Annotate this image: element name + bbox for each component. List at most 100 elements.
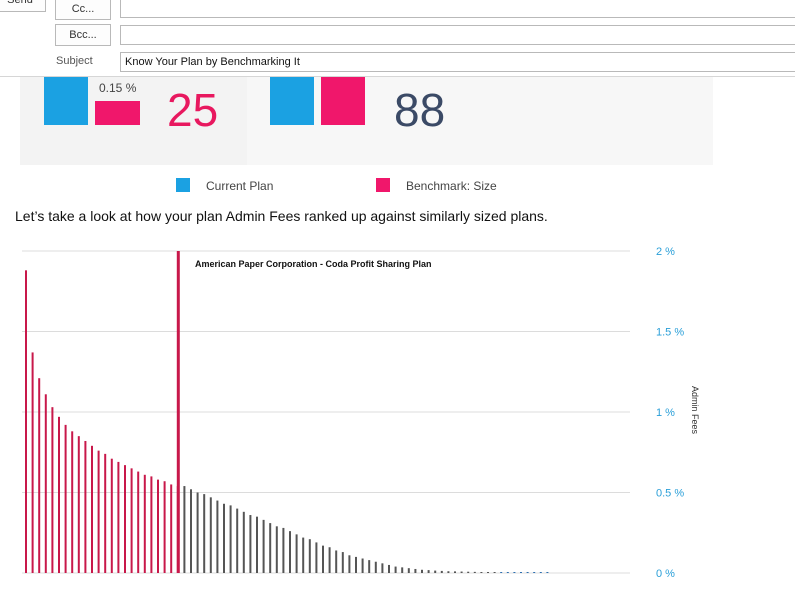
bar (467, 571, 470, 573)
bar (440, 570, 443, 573)
y-axis-label: Admin Fees (690, 386, 700, 435)
bar (302, 537, 305, 573)
bar (341, 552, 344, 573)
send-button[interactable]: Send (0, 0, 46, 12)
summary-card-admin-fees: 0.15 % 25 (20, 77, 247, 165)
bar (183, 486, 186, 573)
bar (196, 492, 199, 573)
bar (84, 440, 87, 573)
bar (315, 542, 318, 573)
bar (394, 566, 397, 573)
highlight-annotation: American Paper Corporation - Coda Profit… (195, 259, 432, 269)
bar (335, 550, 338, 573)
bar (64, 424, 67, 573)
cc-field[interactable] (120, 0, 795, 18)
bar (25, 270, 27, 573)
bar (460, 571, 463, 573)
bar (513, 572, 516, 573)
benchmark-square (321, 77, 365, 125)
bar (421, 569, 423, 573)
current-plan-square (44, 77, 88, 125)
bar (407, 568, 410, 573)
bcc-field[interactable] (120, 25, 795, 45)
rank-value: 88 (394, 84, 446, 136)
bar (401, 567, 404, 573)
bar (77, 436, 80, 573)
bar (447, 571, 450, 573)
bar (533, 572, 536, 573)
bar (190, 489, 192, 573)
bar (157, 479, 159, 573)
bar (216, 500, 219, 573)
bar (520, 572, 522, 573)
rank-value: 25 (167, 84, 219, 136)
benchmark-square (95, 101, 140, 125)
bar (388, 564, 390, 573)
bar (38, 378, 41, 573)
bar (361, 558, 364, 573)
bar (170, 484, 173, 573)
bar (256, 516, 258, 573)
benchmark-pct-label: 0.15 % (99, 81, 137, 95)
bar (110, 458, 113, 573)
bar (249, 515, 252, 573)
subject-label: Subject (56, 55, 93, 67)
compose-header: Send Cc... Bcc... Subject Know Your Plan… (0, 0, 795, 76)
bar (308, 539, 311, 573)
bar (262, 519, 265, 573)
bar (434, 570, 437, 573)
bar (487, 572, 489, 573)
y-tick-label: 2 % (656, 246, 675, 258)
bar (506, 572, 509, 573)
bar (31, 352, 34, 573)
bar (295, 534, 298, 573)
y-tick-label: 1.5 % (656, 327, 684, 339)
y-tick-label: 0 % (656, 568, 675, 580)
y-tick-label: 0.5 % (656, 488, 684, 500)
legend-current-label: Current Plan (206, 179, 274, 193)
bar (97, 450, 100, 573)
bar (209, 497, 212, 573)
current-plan-square (270, 77, 314, 125)
bar (355, 556, 357, 573)
legend-benchmark-swatch (376, 178, 390, 192)
bar (500, 572, 503, 573)
cc-button[interactable]: Cc... (55, 0, 111, 20)
bar (275, 526, 278, 573)
bar (493, 572, 496, 573)
bar (91, 445, 93, 573)
header-divider (0, 76, 795, 77)
bar (124, 465, 126, 573)
bar (427, 570, 430, 573)
bar (454, 571, 456, 573)
bar (163, 481, 166, 573)
bar (236, 508, 239, 573)
bar (71, 431, 74, 573)
admin-fees-chart-svg: 0 % 0.5 % 1 % 1.5 % 2 % Admin Fees American Pa… (22, 246, 700, 580)
bar (414, 568, 417, 573)
bar (328, 547, 331, 573)
bar (480, 572, 483, 573)
bar (348, 555, 351, 573)
bar (539, 572, 542, 573)
subject-field[interactable]: Know Your Plan by Benchmarking It (120, 52, 795, 72)
bcc-button[interactable]: Bcc... (55, 24, 111, 46)
bar (117, 461, 120, 573)
bar (51, 407, 54, 573)
bar (223, 503, 225, 573)
bar (282, 527, 285, 573)
bar (322, 545, 324, 573)
bar (368, 560, 371, 573)
summary-card-size: 88 (247, 77, 713, 165)
bar (374, 561, 377, 573)
bar (526, 572, 529, 573)
bar (44, 394, 47, 573)
intro-text: Let’s take a look at how your plan Admin… (15, 208, 548, 224)
bar (269, 523, 272, 573)
admin-fees-chart: 0 % 0.5 % 1 % 1.5 % 2 % Admin Fees American Pa… (0, 240, 795, 600)
bar (289, 531, 291, 573)
bar (130, 468, 133, 573)
bar (143, 474, 146, 573)
highlight-bar (176, 251, 180, 573)
bar (137, 471, 140, 573)
